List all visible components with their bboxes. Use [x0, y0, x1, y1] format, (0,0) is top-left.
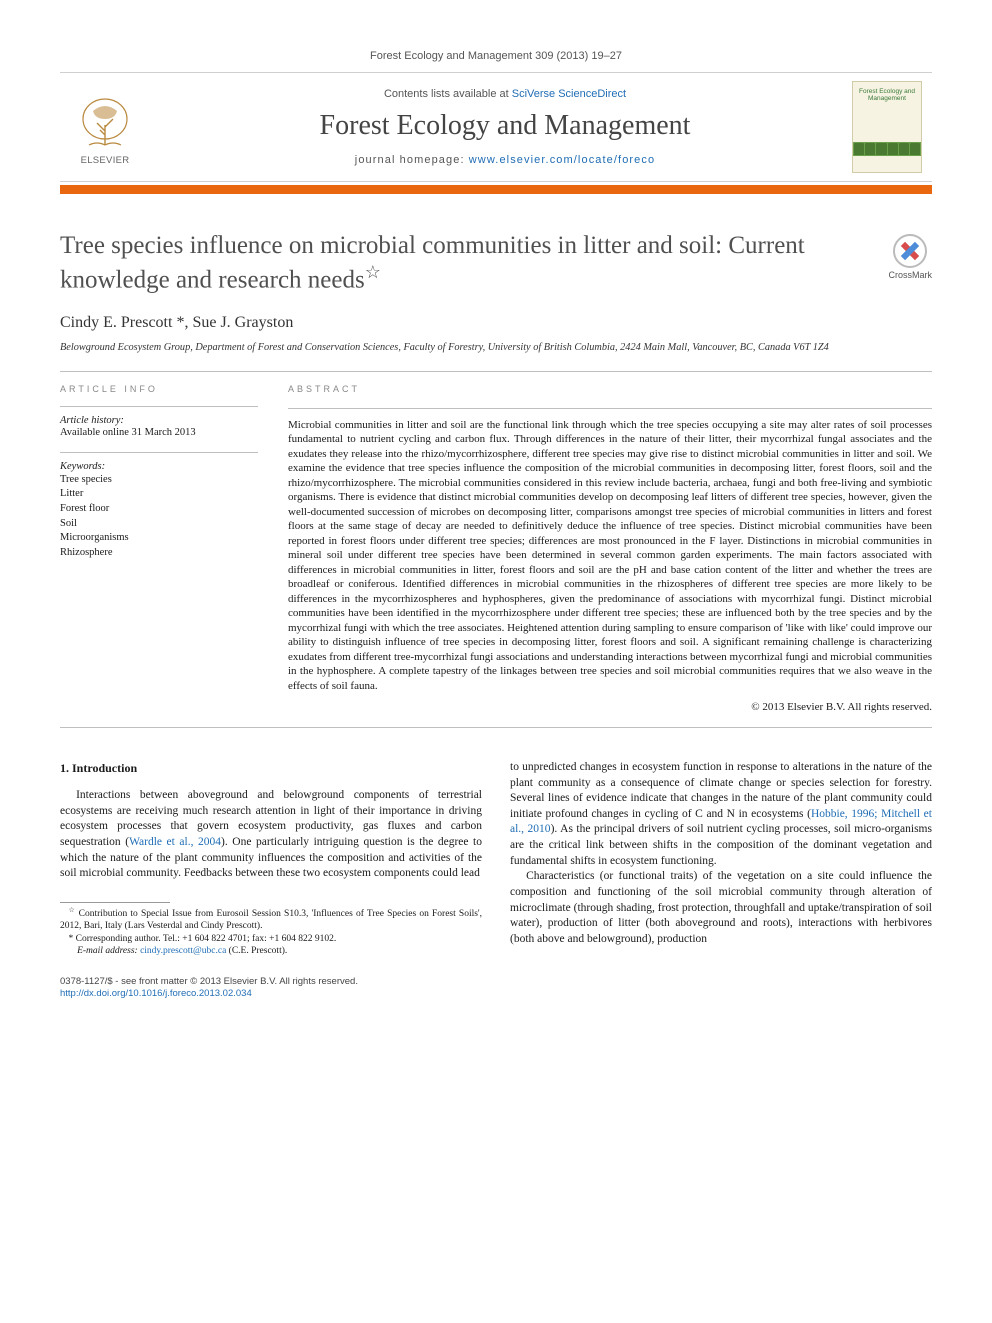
author-email-link[interactable]: cindy.prescott@ubc.ca: [140, 946, 226, 956]
citation-link[interactable]: Wardle et al., 2004: [129, 836, 221, 848]
abstract-text: Microbial communities in litter and soil…: [288, 418, 932, 694]
keyword-item: Litter: [60, 487, 258, 502]
email-suffix: (C.E. Prescott).: [229, 946, 288, 956]
keywords-heading: Keywords:: [60, 461, 258, 472]
footnote-corresponding: * Corresponding author. Tel.: +1 604 822…: [60, 933, 482, 945]
accent-bar: [60, 185, 932, 194]
running-citation: Forest Ecology and Management 309 (2013)…: [60, 50, 932, 62]
footnote-text: Contribution to Special Issue from Euros…: [60, 909, 482, 931]
history-date: Available online 31 March 2013: [60, 427, 258, 438]
footnote-contribution: ☆ Contribution to Special Issue from Eur…: [60, 907, 482, 933]
keyword-item: Soil: [60, 517, 258, 532]
divider: [60, 727, 932, 728]
journal-cover-thumbnail: Forest Ecology and Management: [852, 81, 922, 173]
cover-thumb-title: Forest Ecology and Management: [853, 88, 921, 102]
divider: [60, 371, 932, 372]
journal-title: Forest Ecology and Management: [158, 110, 852, 142]
affiliation: Belowground Ecosystem Group, Department …: [60, 341, 932, 355]
email-label: E-mail address:: [77, 946, 138, 956]
body-text: Characteristics (or functional traits) o…: [510, 869, 932, 947]
keyword-item: Rhizosphere: [60, 546, 258, 561]
elsevier-logo: ELSEVIER: [70, 88, 140, 166]
footer-front-matter: 0378-1127/$ - see front matter © 2013 El…: [60, 976, 932, 989]
journal-homepage-link[interactable]: www.elsevier.com/locate/foreco: [469, 154, 655, 166]
publisher-name: ELSEVIER: [81, 155, 130, 166]
article-title-text: Tree species influence on microbial comm…: [60, 232, 805, 294]
article-title: Tree species influence on microbial comm…: [60, 230, 868, 296]
footnotes-block: ☆ Contribution to Special Issue from Eur…: [60, 902, 482, 958]
crossmark-badge[interactable]: CrossMark: [888, 234, 932, 280]
crossmark-icon: [893, 234, 927, 268]
keyword-item: Forest floor: [60, 502, 258, 517]
elsevier-tree-icon: [75, 97, 135, 153]
sciencedirect-link[interactable]: SciVerse ScienceDirect: [512, 88, 626, 100]
article-info-column: article info Article history: Available …: [60, 384, 258, 715]
journal-masthead: ELSEVIER Contents lists available at Sci…: [60, 72, 932, 182]
article-info-label: article info: [60, 384, 258, 394]
page-footer: 0378-1127/$ - see front matter © 2013 El…: [60, 976, 932, 1002]
keyword-item: Tree species: [60, 473, 258, 488]
abstract-copyright: © 2013 Elsevier B.V. All rights reserved…: [288, 700, 932, 715]
crossmark-label: CrossMark: [888, 270, 932, 280]
homepage-prefix: journal homepage:: [355, 154, 469, 166]
doi-link[interactable]: http://dx.doi.org/10.1016/j.foreco.2013.…: [60, 988, 252, 999]
abstract-column: abstract Microbial communities in litter…: [288, 384, 932, 715]
authors: Cindy E. Prescott *, Sue J. Grayston: [60, 314, 932, 332]
footnote-marker: ☆: [69, 907, 76, 914]
body-two-column: 1. Introduction Interactions between abo…: [60, 760, 932, 958]
title-footnote-marker: ☆: [365, 262, 381, 282]
contents-prefix: Contents lists available at: [384, 88, 512, 100]
keyword-item: Microorganisms: [60, 531, 258, 546]
footnote-email-line: E-mail address: cindy.prescott@ubc.ca (C…: [60, 945, 482, 957]
contents-line: Contents lists available at SciVerse Sci…: [158, 88, 852, 100]
history-heading: Article history:: [60, 415, 258, 426]
abstract-label: abstract: [288, 384, 932, 396]
homepage-line: journal homepage: www.elsevier.com/locat…: [158, 154, 852, 166]
section-heading: 1. Introduction: [60, 760, 482, 776]
body-text: ). As the principal drivers of soil nutr…: [510, 823, 932, 866]
